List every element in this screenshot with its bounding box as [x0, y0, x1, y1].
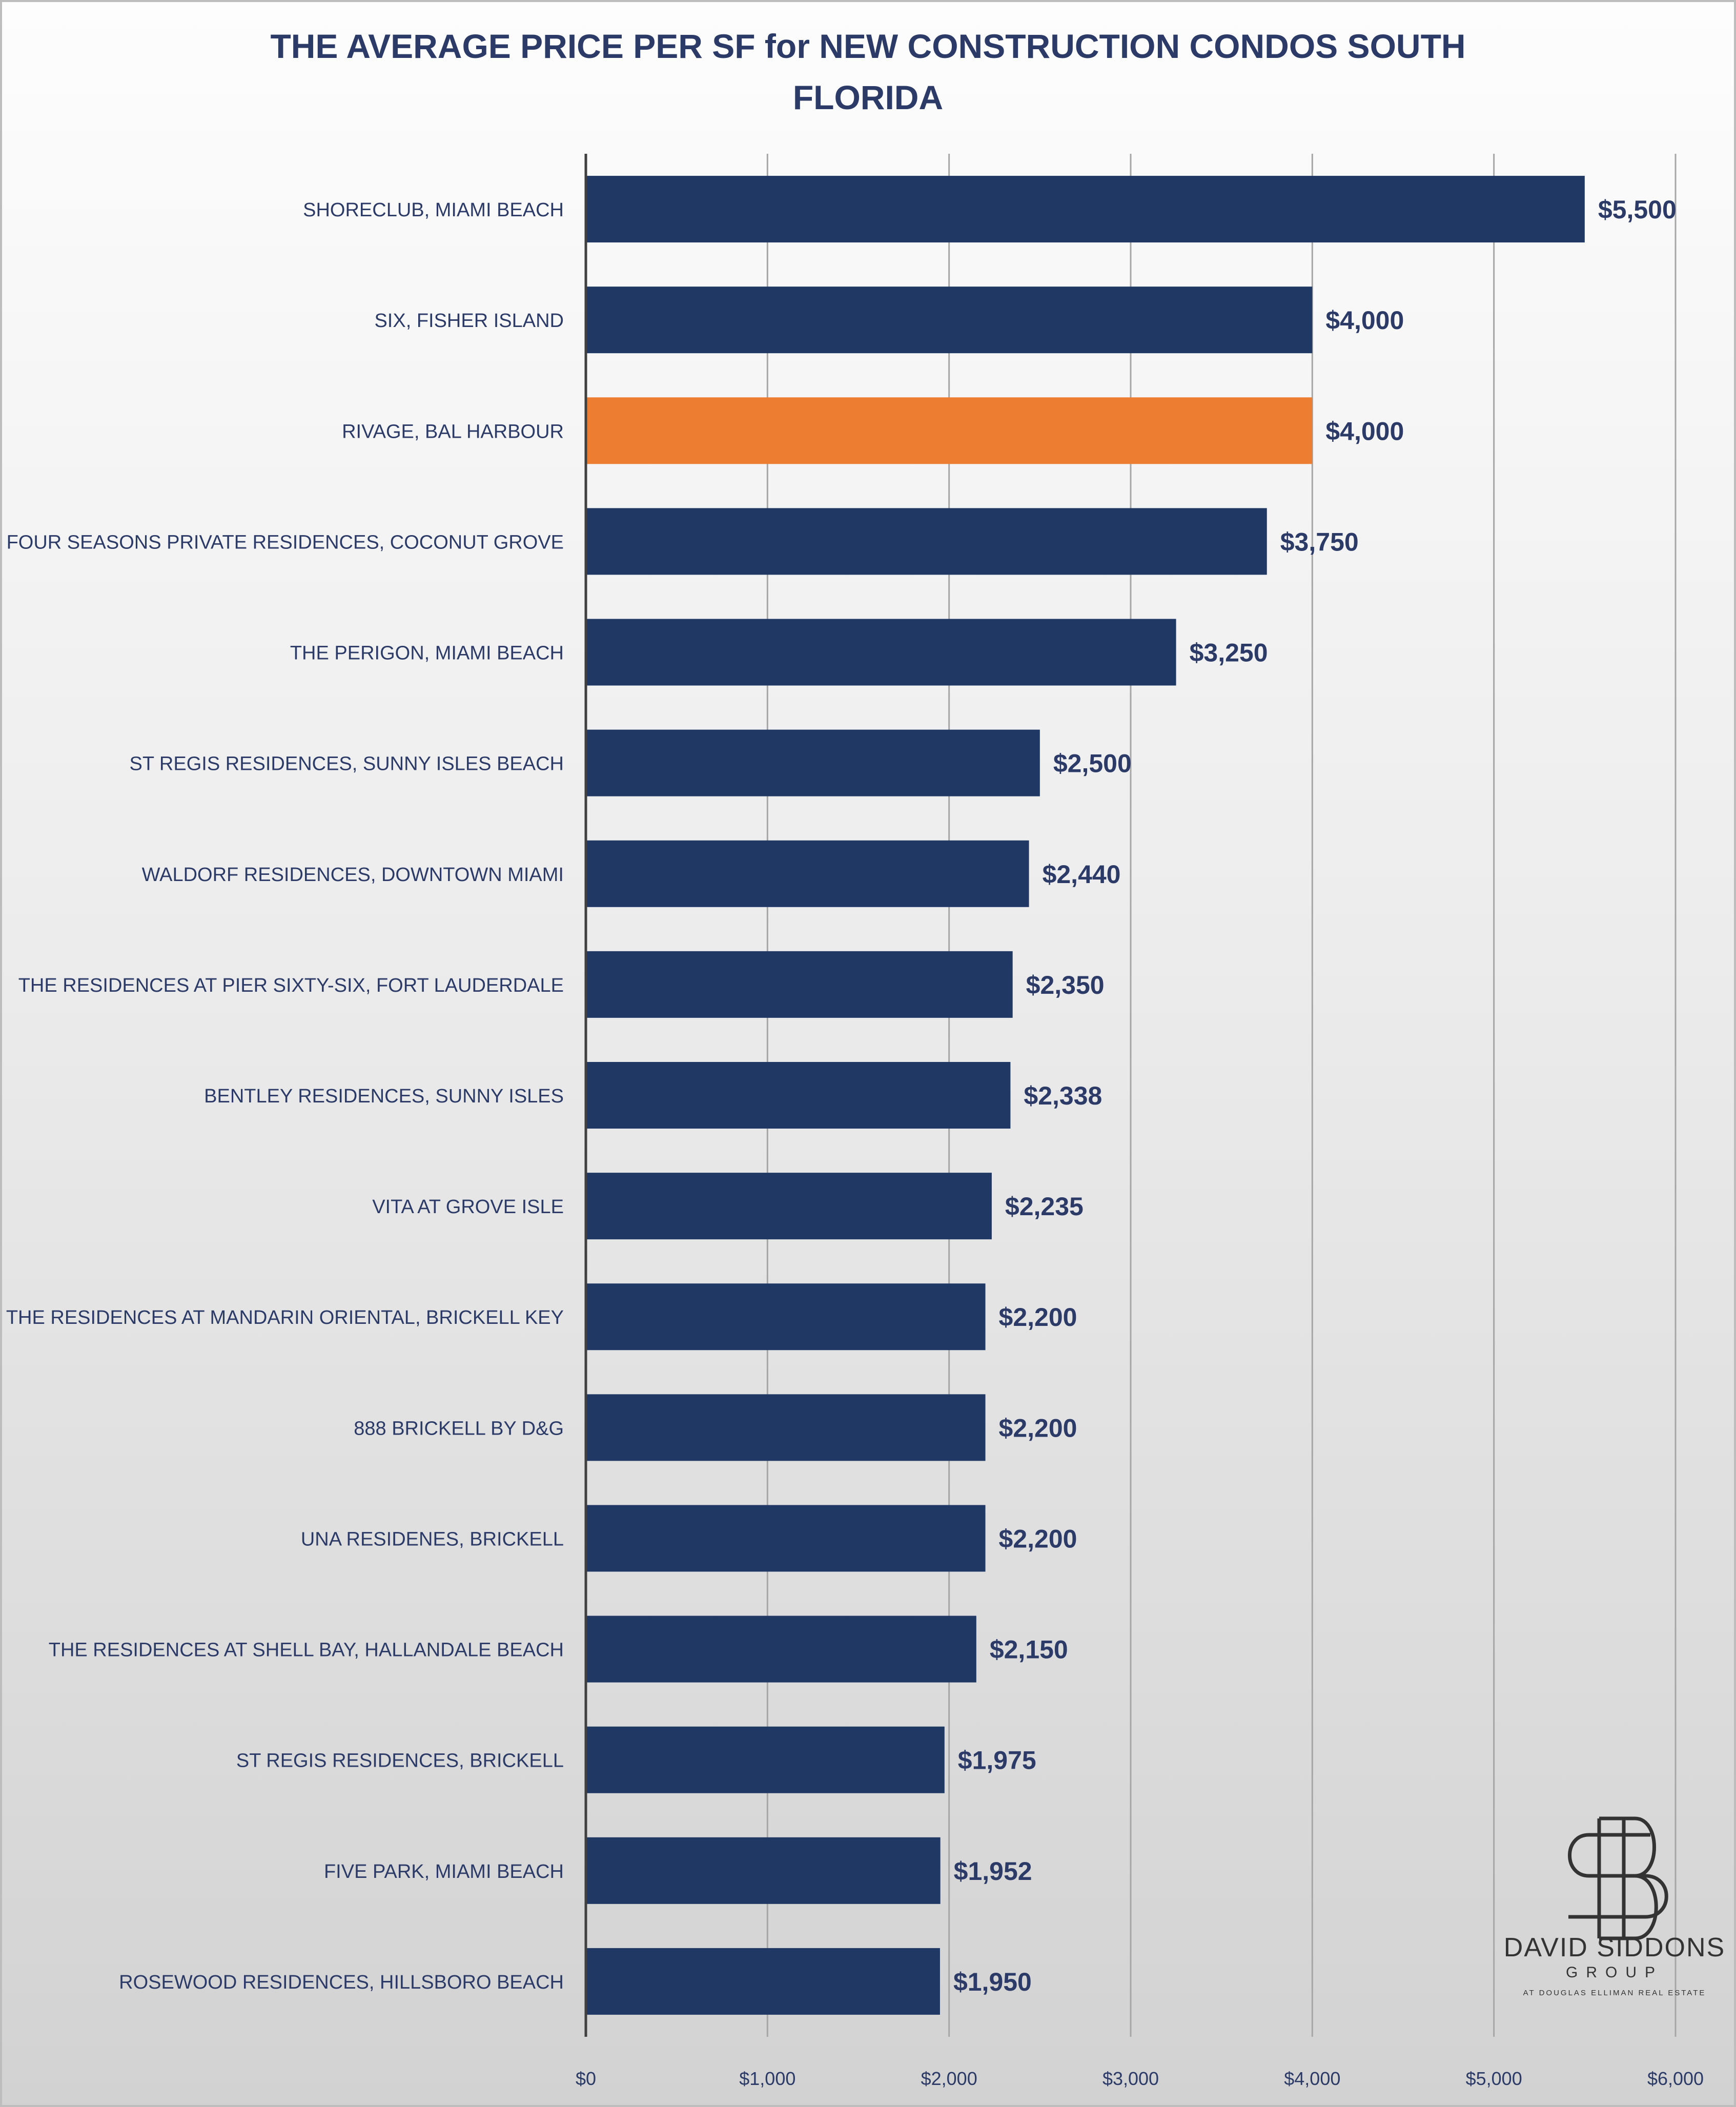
- bar: [586, 840, 1029, 907]
- value-label: $1,975: [958, 1746, 1036, 1775]
- category-label: VITA AT GROVE ISLE: [372, 1196, 564, 1218]
- bar: [586, 287, 1313, 354]
- value-label: $2,440: [1043, 860, 1121, 889]
- value-label: $5,500: [1598, 195, 1677, 224]
- value-label: $2,150: [990, 1635, 1068, 1664]
- category-label: ST REGIS RESIDENCES, BRICKELL: [236, 1750, 564, 1772]
- category-label: ROSEWOOD RESIDENCES, HILLSBORO BEACH: [119, 1972, 564, 1993]
- bar: [586, 1062, 1011, 1129]
- bar: [586, 729, 1040, 796]
- chart-title-line-2: FLORIDA: [792, 78, 944, 116]
- bar: [586, 1837, 941, 1904]
- value-label: $2,235: [1005, 1192, 1084, 1221]
- value-label: $1,950: [953, 1968, 1032, 1996]
- category-label: THE RESIDENCES AT SHELL BAY, HALLANDALE …: [49, 1640, 564, 1661]
- logo-group: GROUP: [1565, 1964, 1663, 1981]
- bar: [586, 1615, 976, 1683]
- value-label: $2,200: [999, 1524, 1077, 1553]
- category-label: UNA RESIDENES, BRICKELL: [301, 1528, 564, 1550]
- value-label: $3,750: [1280, 527, 1359, 556]
- logo: DAVID SIDDONS GROUP AT DOUGLAS ELLIMAN R…: [1497, 1814, 1732, 2009]
- category-label: THE RESIDENCES AT MANDARIN ORIENTAL, BRI…: [6, 1307, 564, 1328]
- value-label: $2,200: [999, 1414, 1077, 1442]
- value-label: $2,350: [1026, 971, 1105, 999]
- value-label: $2,200: [999, 1303, 1077, 1332]
- category-label: SIX, FISHER ISLAND: [374, 310, 564, 332]
- x-tick-label: $5,000: [1466, 2068, 1522, 2089]
- bar: [586, 1505, 986, 1572]
- bar: [586, 508, 1267, 575]
- category-label: RIVAGE, BAL HARBOUR: [342, 421, 564, 442]
- value-label: $2,500: [1053, 749, 1132, 778]
- bar: [586, 397, 1313, 464]
- bar: [586, 176, 1585, 243]
- bar: [586, 951, 1013, 1018]
- logo-monogram-icon: [1568, 1816, 1668, 1940]
- category-label: THE RESIDENCES AT PIER SIXTY-SIX, FORT L…: [18, 975, 564, 996]
- category-label: THE PERIGON, MIAMI BEACH: [290, 643, 564, 664]
- category-label: WALDORF RESIDENCES, DOWNTOWN MIAMI: [142, 864, 564, 886]
- category-label: SHORECLUB, MIAMI BEACH: [303, 199, 564, 221]
- value-label: $3,250: [1190, 639, 1268, 667]
- x-tick-label: $0: [576, 2068, 596, 2089]
- category-label: 888 BRICKELL BY D&G: [354, 1418, 564, 1439]
- value-label: $4,000: [1325, 306, 1404, 335]
- x-tick-label: $1,000: [739, 2068, 795, 2089]
- bar: [586, 1948, 940, 2015]
- category-label: BENTLEY RESIDENCES, SUNNY ISLES: [204, 1086, 564, 1107]
- category-label: FOUR SEASONS PRIVATE RESIDENCES, COCONUT…: [7, 531, 564, 553]
- x-tick-label: $2,000: [921, 2068, 977, 2089]
- bar: [586, 1394, 986, 1461]
- value-label: $4,000: [1325, 417, 1404, 445]
- x-tick-label: $3,000: [1102, 2068, 1159, 2089]
- x-tick-label: $4,000: [1284, 2068, 1340, 2089]
- bar: [586, 1173, 992, 1240]
- x-tick-label: $6,000: [1647, 2068, 1704, 2089]
- bar: [586, 619, 1176, 686]
- logo-subtitle: AT DOUGLAS ELLIMAN REAL ESTATE: [1523, 1989, 1706, 1997]
- chart-title-line-1: THE AVERAGE PRICE PER SF for NEW CONSTRU…: [270, 27, 1466, 65]
- value-label: $2,338: [1024, 1081, 1102, 1110]
- logo-name: DAVID SIDDONS: [1503, 1933, 1726, 1962]
- category-label: FIVE PARK, MIAMI BEACH: [324, 1861, 564, 1883]
- bar: [586, 1726, 945, 1793]
- category-label: ST REGIS RESIDENCES, SUNNY ISLES BEACH: [129, 753, 564, 775]
- bar: [586, 1283, 986, 1351]
- value-label: $1,952: [954, 1857, 1032, 1886]
